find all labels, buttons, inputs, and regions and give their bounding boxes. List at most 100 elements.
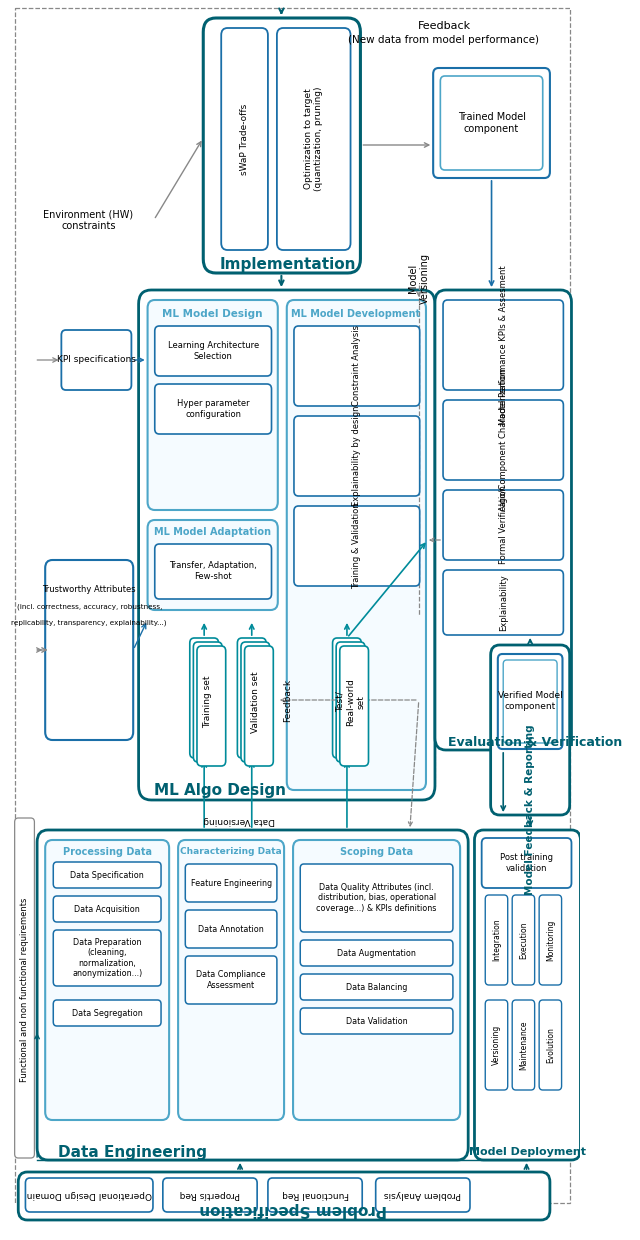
Text: Processing Data: Processing Data [63, 847, 152, 857]
Text: Training set: Training set [204, 676, 212, 728]
FancyBboxPatch shape [15, 818, 35, 1158]
FancyBboxPatch shape [53, 999, 161, 1025]
FancyBboxPatch shape [277, 29, 351, 250]
Text: Model Performance KPIs & Assesment: Model Performance KPIs & Assesment [499, 265, 508, 425]
Text: ML Algo Design: ML Algo Design [154, 782, 286, 797]
Text: replicability, transparency, explainability...): replicability, transparency, explainabil… [12, 620, 167, 626]
Text: Trained Model
component: Trained Model component [458, 112, 525, 134]
FancyBboxPatch shape [376, 1178, 470, 1211]
Text: Problem Specification: Problem Specification [199, 1202, 387, 1216]
Text: Data Acquisition: Data Acquisition [74, 904, 140, 914]
FancyBboxPatch shape [440, 76, 543, 170]
FancyBboxPatch shape [498, 653, 563, 749]
Text: Functional Req: Functional Req [282, 1190, 349, 1199]
FancyBboxPatch shape [193, 642, 222, 763]
Text: Data Specification: Data Specification [70, 870, 144, 879]
Text: Data Validation: Data Validation [346, 1017, 408, 1025]
Text: Feedback: Feedback [283, 678, 292, 722]
FancyBboxPatch shape [45, 839, 169, 1120]
FancyBboxPatch shape [268, 1178, 362, 1211]
Text: Data Preparation
(cleaning,
normalization,
anonymization...): Data Preparation (cleaning, normalizatio… [72, 937, 142, 978]
FancyBboxPatch shape [204, 19, 360, 273]
Text: Data Versioning: Data Versioning [204, 816, 275, 825]
Text: ML Model Adaptation: ML Model Adaptation [154, 527, 271, 537]
FancyBboxPatch shape [300, 940, 453, 966]
Text: Model Deployment: Model Deployment [469, 1147, 586, 1157]
FancyBboxPatch shape [539, 999, 561, 1090]
FancyBboxPatch shape [244, 646, 273, 766]
FancyBboxPatch shape [443, 570, 563, 635]
FancyBboxPatch shape [186, 864, 277, 901]
Text: ML Model Development: ML Model Development [291, 309, 420, 319]
Text: Feedback: Feedback [417, 21, 470, 31]
Bar [139, 616, 435, 786]
FancyBboxPatch shape [294, 415, 420, 496]
Text: Versioning: Versioning [492, 1025, 501, 1065]
Text: Formal Verification: Formal Verification [499, 486, 508, 564]
Text: Data Quality Attributes (incl.
distribution, bias, operational
coverage...) & KP: Data Quality Attributes (incl. distribut… [316, 883, 436, 913]
Text: Data Annotation: Data Annotation [198, 925, 264, 934]
Text: Constraint Analysis: Constraint Analysis [353, 325, 362, 407]
FancyBboxPatch shape [61, 330, 131, 391]
FancyBboxPatch shape [45, 560, 133, 740]
FancyBboxPatch shape [53, 862, 161, 888]
Text: Verified Model
component: Verified Model component [498, 691, 563, 711]
Text: Explainability by design: Explainability by design [353, 405, 362, 506]
FancyBboxPatch shape [294, 506, 420, 587]
FancyBboxPatch shape [482, 838, 572, 888]
FancyBboxPatch shape [197, 646, 226, 766]
Text: Model Feedback & Reporting: Model Feedback & Reporting [525, 724, 535, 895]
Text: sWaP Trade-offs: sWaP Trade-offs [240, 103, 249, 175]
Text: Data Segregation: Data Segregation [72, 1008, 143, 1018]
FancyBboxPatch shape [241, 642, 269, 763]
FancyBboxPatch shape [539, 895, 561, 985]
Text: Validation set: Validation set [251, 671, 260, 733]
FancyBboxPatch shape [186, 910, 277, 949]
FancyBboxPatch shape [178, 839, 284, 1120]
FancyBboxPatch shape [148, 300, 278, 510]
FancyBboxPatch shape [139, 290, 435, 800]
FancyBboxPatch shape [300, 1008, 453, 1034]
FancyBboxPatch shape [435, 290, 572, 750]
Text: Scoping Data: Scoping Data [340, 847, 413, 857]
Text: Algo/Component Characterization: Algo/Component Characterization [499, 368, 508, 511]
FancyBboxPatch shape [53, 930, 161, 986]
FancyBboxPatch shape [237, 639, 266, 758]
FancyBboxPatch shape [443, 401, 563, 480]
FancyBboxPatch shape [148, 520, 278, 610]
Text: Model
Versioning: Model Versioning [408, 253, 429, 304]
FancyBboxPatch shape [53, 897, 161, 923]
Text: Functional and non functional requirements: Functional and non functional requiremen… [20, 898, 29, 1083]
Text: Implementation: Implementation [220, 257, 356, 272]
Text: Monitoring: Monitoring [546, 919, 555, 961]
FancyBboxPatch shape [443, 490, 563, 560]
Text: Trustworthy Attributes: Trustworthy Attributes [42, 585, 136, 594]
FancyBboxPatch shape [300, 864, 453, 932]
FancyBboxPatch shape [163, 1178, 257, 1211]
Text: KPI specifications: KPI specifications [57, 356, 136, 365]
FancyBboxPatch shape [491, 645, 570, 815]
FancyBboxPatch shape [433, 68, 550, 179]
Text: (incl. correctness, accuracy, robustness,: (incl. correctness, accuracy, robustness… [17, 604, 162, 610]
FancyBboxPatch shape [155, 384, 271, 434]
Text: Characterizing Data: Characterizing Data [180, 847, 282, 857]
FancyBboxPatch shape [333, 639, 362, 758]
FancyBboxPatch shape [190, 639, 218, 758]
FancyBboxPatch shape [37, 830, 468, 1159]
Text: Feature Engineering: Feature Engineering [191, 878, 271, 888]
FancyBboxPatch shape [19, 1172, 550, 1220]
Text: Environment (HW)
constraints: Environment (HW) constraints [44, 210, 133, 231]
Text: Data Compliance
Assessment: Data Compliance Assessment [196, 970, 266, 990]
FancyBboxPatch shape [474, 830, 580, 1159]
FancyBboxPatch shape [340, 646, 369, 766]
Text: Optimization to target
(quantization, pruning): Optimization to target (quantization, pr… [304, 87, 323, 191]
FancyBboxPatch shape [512, 895, 534, 985]
Text: Post training
validation: Post training validation [500, 853, 553, 873]
FancyBboxPatch shape [443, 300, 563, 391]
Text: (New data from model performance): (New data from model performance) [348, 35, 540, 45]
Text: Training & Validation: Training & Validation [353, 502, 362, 589]
Text: Data Balancing: Data Balancing [346, 982, 407, 992]
Text: Integration: Integration [492, 919, 501, 961]
Text: Propertís Req: Propertís Req [180, 1190, 240, 1199]
Text: Data Engineering: Data Engineering [58, 1145, 207, 1159]
